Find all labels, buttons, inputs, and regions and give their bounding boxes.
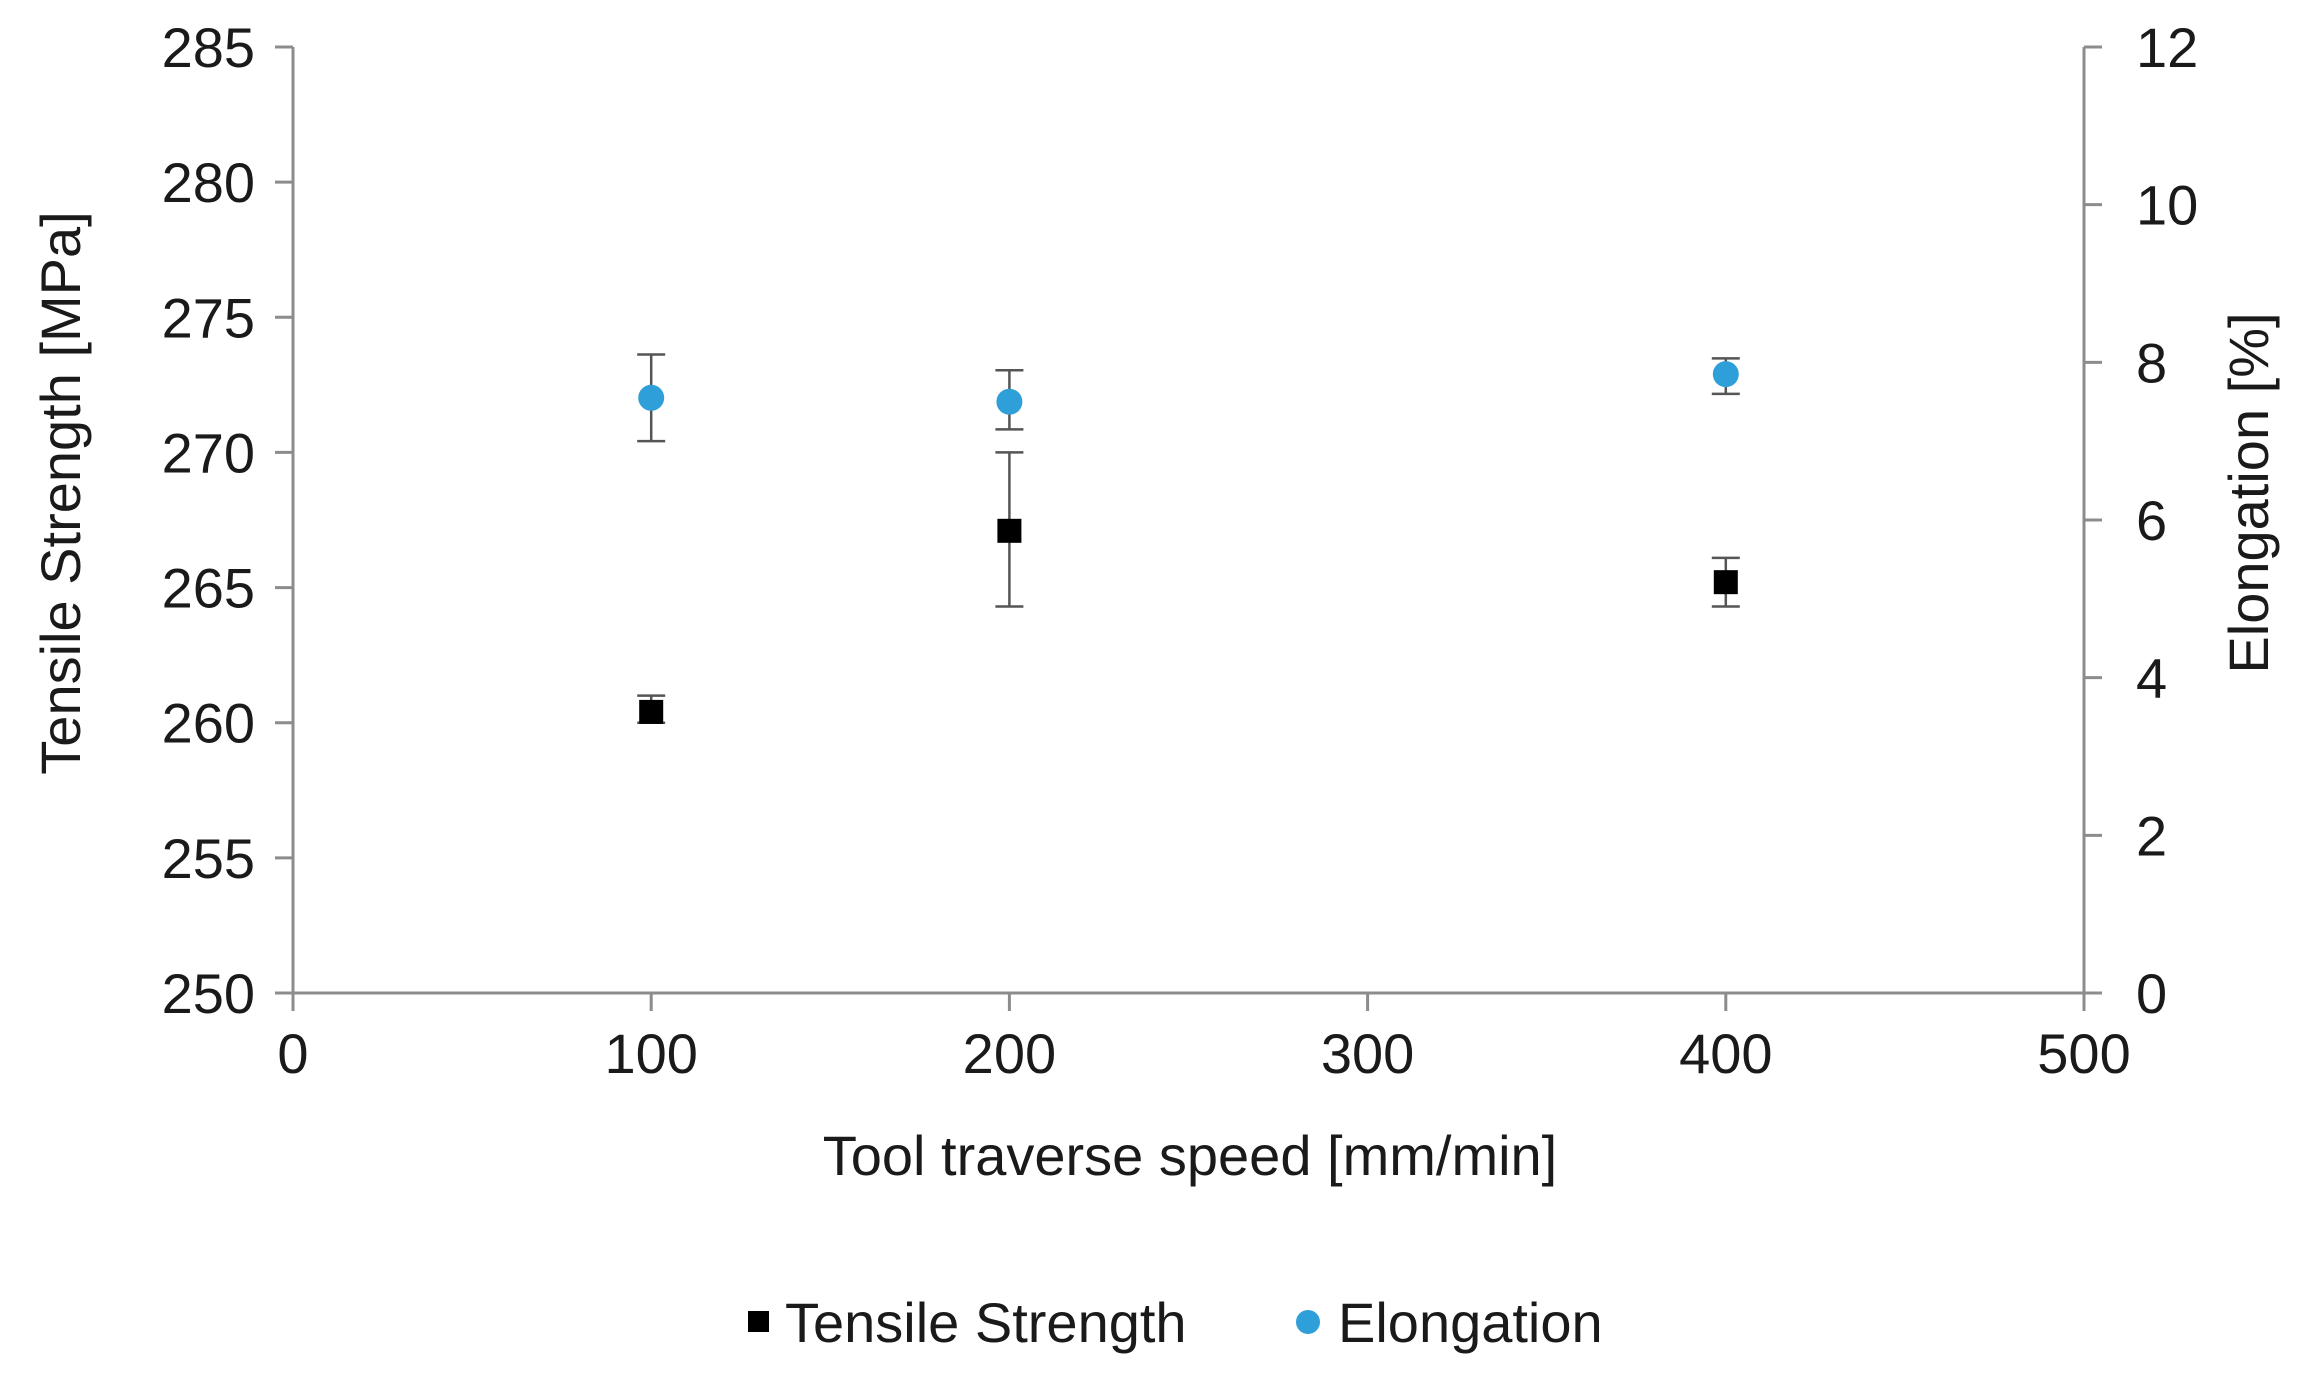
- y-tick-label: 285: [162, 16, 255, 79]
- y-tick-label: 265: [162, 557, 255, 620]
- data-point-elongation: [996, 388, 1023, 415]
- y-tick-label: 260: [162, 692, 255, 755]
- y-tick-label: 270: [162, 421, 255, 484]
- legend: Tensile Strength Elongation: [748, 1291, 1603, 1354]
- y2-tick-label: 8: [2136, 331, 2167, 394]
- y-tick-label: 275: [162, 286, 255, 349]
- y2-tick-label: 10: [2136, 174, 2198, 237]
- x-tick-label: 400: [1679, 1022, 1772, 1085]
- ticks-layer: 0 100 200 300 400 500250255260265270275280285…: [162, 16, 2199, 1085]
- x-tick-label: 0: [277, 1022, 308, 1085]
- data-point-tensile-strength: [997, 518, 1022, 543]
- y2-tick-label: 6: [2136, 489, 2167, 552]
- data-point-elongation: [638, 384, 665, 411]
- data-point-elongation: [1712, 361, 1739, 388]
- axes-layer: [291, 47, 2086, 995]
- x-tick-label: 500: [2037, 1022, 2130, 1085]
- legend-label-tensile-strength: Tensile Strength: [785, 1291, 1187, 1354]
- legend-marker-elongation: [1296, 1310, 1320, 1334]
- y-tick-label: 280: [162, 151, 255, 214]
- data-point-tensile-strength: [1713, 570, 1738, 595]
- legend-label-elongation: Elongation: [1338, 1291, 1603, 1354]
- error-bars-layer: [637, 353, 1740, 724]
- x-axis-title: Tool traverse speed [mm/min]: [823, 1124, 1557, 1187]
- y-tick-label: 250: [162, 962, 255, 1025]
- y-axis-title: Tensile Strength [MPa]: [29, 211, 92, 774]
- x-tick-label: 200: [963, 1022, 1056, 1085]
- y-tick-label: 255: [162, 827, 255, 890]
- data-point-tensile-strength: [639, 699, 664, 724]
- data-marks-layer: [638, 361, 1739, 724]
- y2-axis-title: Elongation [%]: [2217, 312, 2280, 673]
- y2-tick-label: 12: [2136, 16, 2198, 79]
- y2-tick-label: 2: [2136, 804, 2167, 867]
- y2-tick-label: 0: [2136, 962, 2167, 1025]
- x-tick-label: 100: [604, 1022, 697, 1085]
- legend-marker-tensile-strength: [748, 1311, 769, 1332]
- x-tick-label: 300: [1321, 1022, 1414, 1085]
- y2-tick-label: 4: [2136, 647, 2167, 710]
